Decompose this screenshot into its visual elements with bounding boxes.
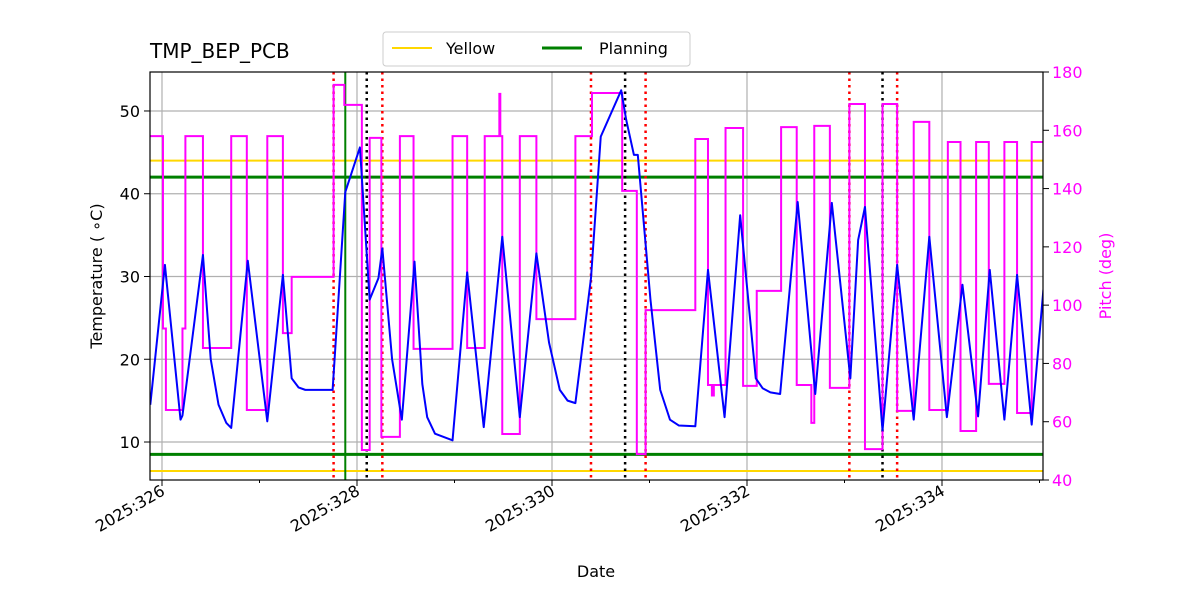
y2-tick-label: 60 <box>1052 413 1072 432</box>
y2-tick-label: 120 <box>1052 238 1083 257</box>
limit-lines <box>150 72 1043 480</box>
y2-tick-label: 40 <box>1052 471 1072 490</box>
series <box>150 83 1043 456</box>
axes: 2025:326 2025:328 2025:330 2025:332 2025:334… <box>92 63 1082 536</box>
y2-axis-label: Pitch (deg) <box>1096 233 1115 320</box>
legend-planning-label: Planning <box>599 39 668 58</box>
y2-tick-label: 180 <box>1052 63 1083 82</box>
y-tick-label: 20 <box>120 350 140 369</box>
y-tick-label: 40 <box>120 185 140 204</box>
y2-tick-label: 160 <box>1052 121 1083 140</box>
x-tick-label: 2025:332 <box>677 481 753 536</box>
y-tick-label: 10 <box>120 433 140 452</box>
y2-tick-label: 140 <box>1052 180 1083 199</box>
legend: Yellow Planning <box>382 31 691 67</box>
x-axis-label: Date <box>577 562 615 581</box>
x-tick-label: 2025:334 <box>872 481 948 536</box>
legend-yellow-label: Yellow <box>445 39 495 58</box>
y2-tick-label: 80 <box>1052 354 1072 373</box>
y-tick-label: 30 <box>120 267 140 286</box>
temperature-line <box>150 89 1043 442</box>
x-tick-label: 2025:330 <box>482 481 558 536</box>
chart-title: TMP_BEP_PCB <box>149 39 290 63</box>
y-axis-label: Temperature ( ∘C) <box>87 203 106 349</box>
x-tick-label: 2025:326 <box>92 481 168 536</box>
y-tick-label: 50 <box>120 102 140 121</box>
legend-box <box>382 31 691 67</box>
x-tick-label: 2025:328 <box>287 481 363 536</box>
pitch-line <box>150 83 1043 456</box>
y2-tick-label: 100 <box>1052 296 1083 315</box>
